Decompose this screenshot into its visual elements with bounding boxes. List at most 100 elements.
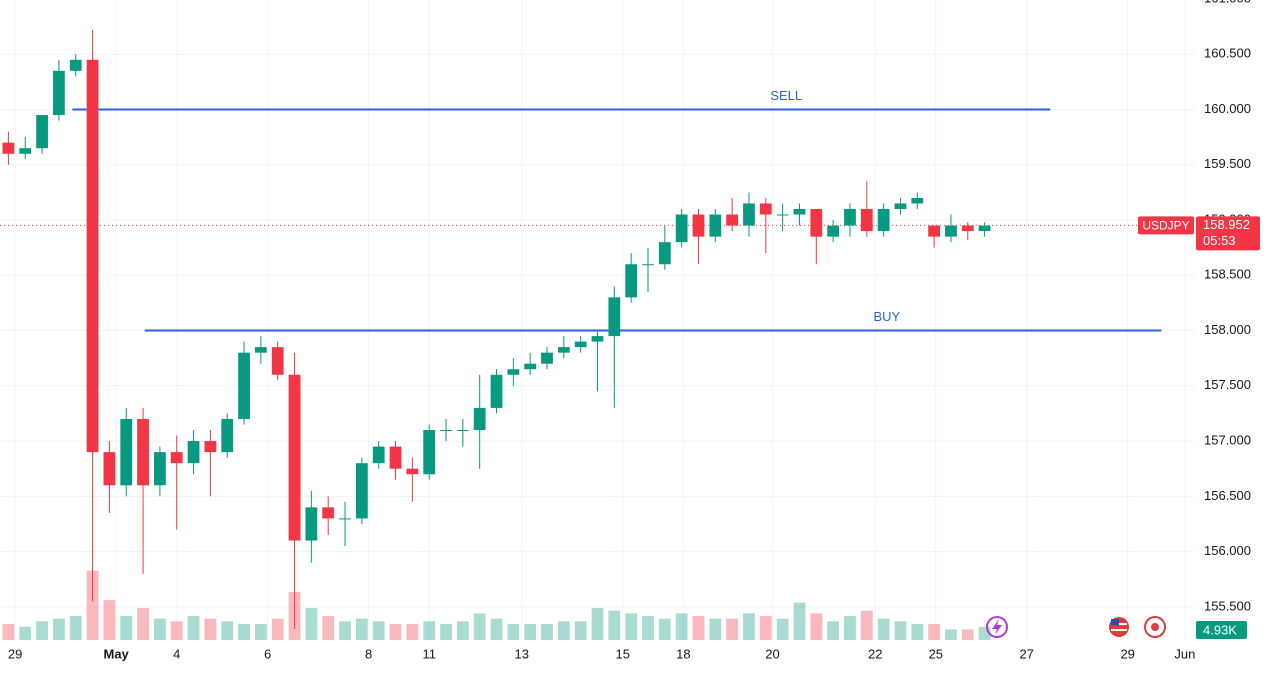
candle-body bbox=[978, 225, 991, 232]
volume-bar bbox=[877, 618, 890, 640]
candle-body bbox=[389, 446, 402, 469]
candle-body bbox=[406, 468, 419, 475]
volume-bar bbox=[389, 624, 402, 640]
candle-body bbox=[557, 347, 570, 353]
flag-canton bbox=[1111, 619, 1119, 625]
candle-body bbox=[743, 203, 755, 226]
candle-body bbox=[254, 347, 267, 353]
candle-body bbox=[877, 208, 890, 232]
x-tick-label: 25 bbox=[929, 646, 943, 661]
y-tick-label: 158.500 bbox=[1204, 267, 1251, 282]
candle-body bbox=[86, 59, 99, 453]
volume-bar bbox=[53, 618, 65, 640]
volume-tag bbox=[1196, 621, 1247, 639]
y-tick-label: 160.500 bbox=[1204, 46, 1251, 61]
candle-body bbox=[187, 441, 200, 464]
lines-layer: SELL BUY bbox=[0, 88, 1195, 332]
volume-bar bbox=[894, 621, 907, 640]
volume-bar bbox=[355, 618, 368, 640]
candle-body bbox=[103, 452, 116, 486]
candle-body bbox=[827, 225, 840, 237]
volume-bar bbox=[625, 613, 638, 640]
volume-bar bbox=[608, 610, 621, 640]
candle-body bbox=[928, 225, 941, 237]
level-label: SELL bbox=[770, 88, 802, 103]
x-tick-label: 13 bbox=[515, 646, 529, 661]
volume-bar bbox=[339, 621, 351, 640]
volume-bar bbox=[254, 624, 267, 640]
candle-body bbox=[810, 208, 823, 237]
volume-bar bbox=[709, 618, 722, 640]
candle-body bbox=[776, 214, 789, 216]
candle-body bbox=[440, 430, 452, 432]
toolbar-icons bbox=[986, 616, 1166, 638]
volume-label: 4.93K bbox=[1203, 622, 1237, 637]
price-label: 158.952 bbox=[1203, 217, 1250, 232]
candle-body bbox=[860, 208, 873, 232]
x-tick-label: 27 bbox=[1019, 646, 1033, 661]
candle-body bbox=[709, 214, 722, 237]
candle-body bbox=[137, 418, 149, 486]
x-tick-label: 6 bbox=[264, 646, 271, 661]
volume-bar bbox=[911, 624, 924, 640]
candle-body bbox=[574, 341, 587, 348]
volume-bar bbox=[574, 621, 587, 640]
volume-bar bbox=[557, 621, 570, 640]
volume-bar bbox=[305, 608, 318, 640]
candle-body bbox=[221, 418, 234, 453]
candle-body bbox=[894, 203, 907, 209]
volume-bar bbox=[844, 616, 856, 640]
candle-body bbox=[120, 418, 133, 486]
candle-body bbox=[204, 441, 217, 453]
symbol-tag bbox=[1138, 216, 1194, 235]
price-tag bbox=[1196, 216, 1260, 251]
candle-body bbox=[658, 242, 671, 265]
candle-body bbox=[53, 70, 65, 116]
candle-body bbox=[911, 197, 924, 204]
volume-bar bbox=[726, 618, 739, 640]
alert-icon[interactable] bbox=[986, 616, 1008, 638]
x-tick-label: 15 bbox=[616, 646, 630, 661]
candle-body bbox=[844, 208, 856, 226]
candle-body bbox=[945, 225, 957, 237]
candle-body bbox=[19, 148, 32, 154]
volume-bar bbox=[490, 618, 503, 640]
candle-body bbox=[961, 225, 974, 232]
volume-bar bbox=[271, 618, 284, 640]
x-tick-label: 8 bbox=[365, 646, 372, 661]
y-tick-label: 159.500 bbox=[1204, 156, 1251, 171]
candle-body bbox=[339, 518, 351, 520]
volume-bar bbox=[440, 624, 452, 640]
candle-body bbox=[759, 203, 772, 215]
volume-bar bbox=[170, 621, 183, 640]
candle-body bbox=[154, 452, 166, 486]
y-tick-label: 157.000 bbox=[1204, 433, 1251, 448]
volume-bar bbox=[238, 624, 250, 640]
volume-bar bbox=[154, 618, 166, 640]
grid-layer bbox=[0, 0, 1195, 640]
volume-bar bbox=[69, 616, 82, 640]
volume-bar bbox=[473, 613, 486, 640]
vol-layer bbox=[2, 570, 991, 640]
candle-body bbox=[541, 352, 553, 364]
volume-bar bbox=[507, 624, 520, 640]
x-tick-label: May bbox=[103, 646, 129, 661]
volume-bar bbox=[103, 600, 116, 640]
x-tick-label: Jun bbox=[1174, 646, 1195, 661]
event-icon[interactable] bbox=[1144, 616, 1166, 638]
symbol-label: USDJPY bbox=[1142, 219, 1189, 233]
candle-body bbox=[793, 208, 806, 215]
volume-bar bbox=[2, 624, 15, 640]
volume-bar bbox=[658, 618, 671, 640]
candle-body bbox=[423, 430, 436, 475]
x-tick-label: 20 bbox=[765, 646, 779, 661]
volume-bar bbox=[810, 613, 823, 640]
candle-body bbox=[372, 446, 385, 464]
volume-bar bbox=[978, 626, 991, 640]
y-tick-label: 158.000 bbox=[1204, 322, 1251, 337]
candle-body bbox=[625, 264, 638, 298]
volume-bar bbox=[945, 629, 957, 640]
volume-bar bbox=[642, 616, 654, 640]
alert-icon-bolt bbox=[992, 619, 1002, 635]
